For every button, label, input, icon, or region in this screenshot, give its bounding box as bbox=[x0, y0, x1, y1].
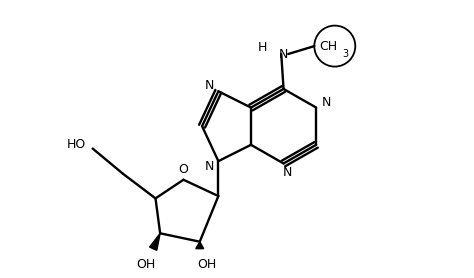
Text: N: N bbox=[279, 48, 288, 61]
Text: HO: HO bbox=[67, 138, 86, 151]
Polygon shape bbox=[196, 242, 204, 249]
Text: CH: CH bbox=[319, 39, 337, 53]
Text: OH: OH bbox=[197, 259, 216, 272]
Text: H: H bbox=[258, 41, 267, 54]
Text: 3: 3 bbox=[342, 49, 348, 59]
Text: N: N bbox=[283, 166, 292, 179]
Text: N: N bbox=[204, 160, 214, 173]
Text: N: N bbox=[204, 79, 214, 92]
Text: N: N bbox=[322, 96, 331, 110]
Text: O: O bbox=[179, 163, 188, 176]
Text: OH: OH bbox=[137, 259, 156, 272]
Polygon shape bbox=[150, 233, 160, 250]
